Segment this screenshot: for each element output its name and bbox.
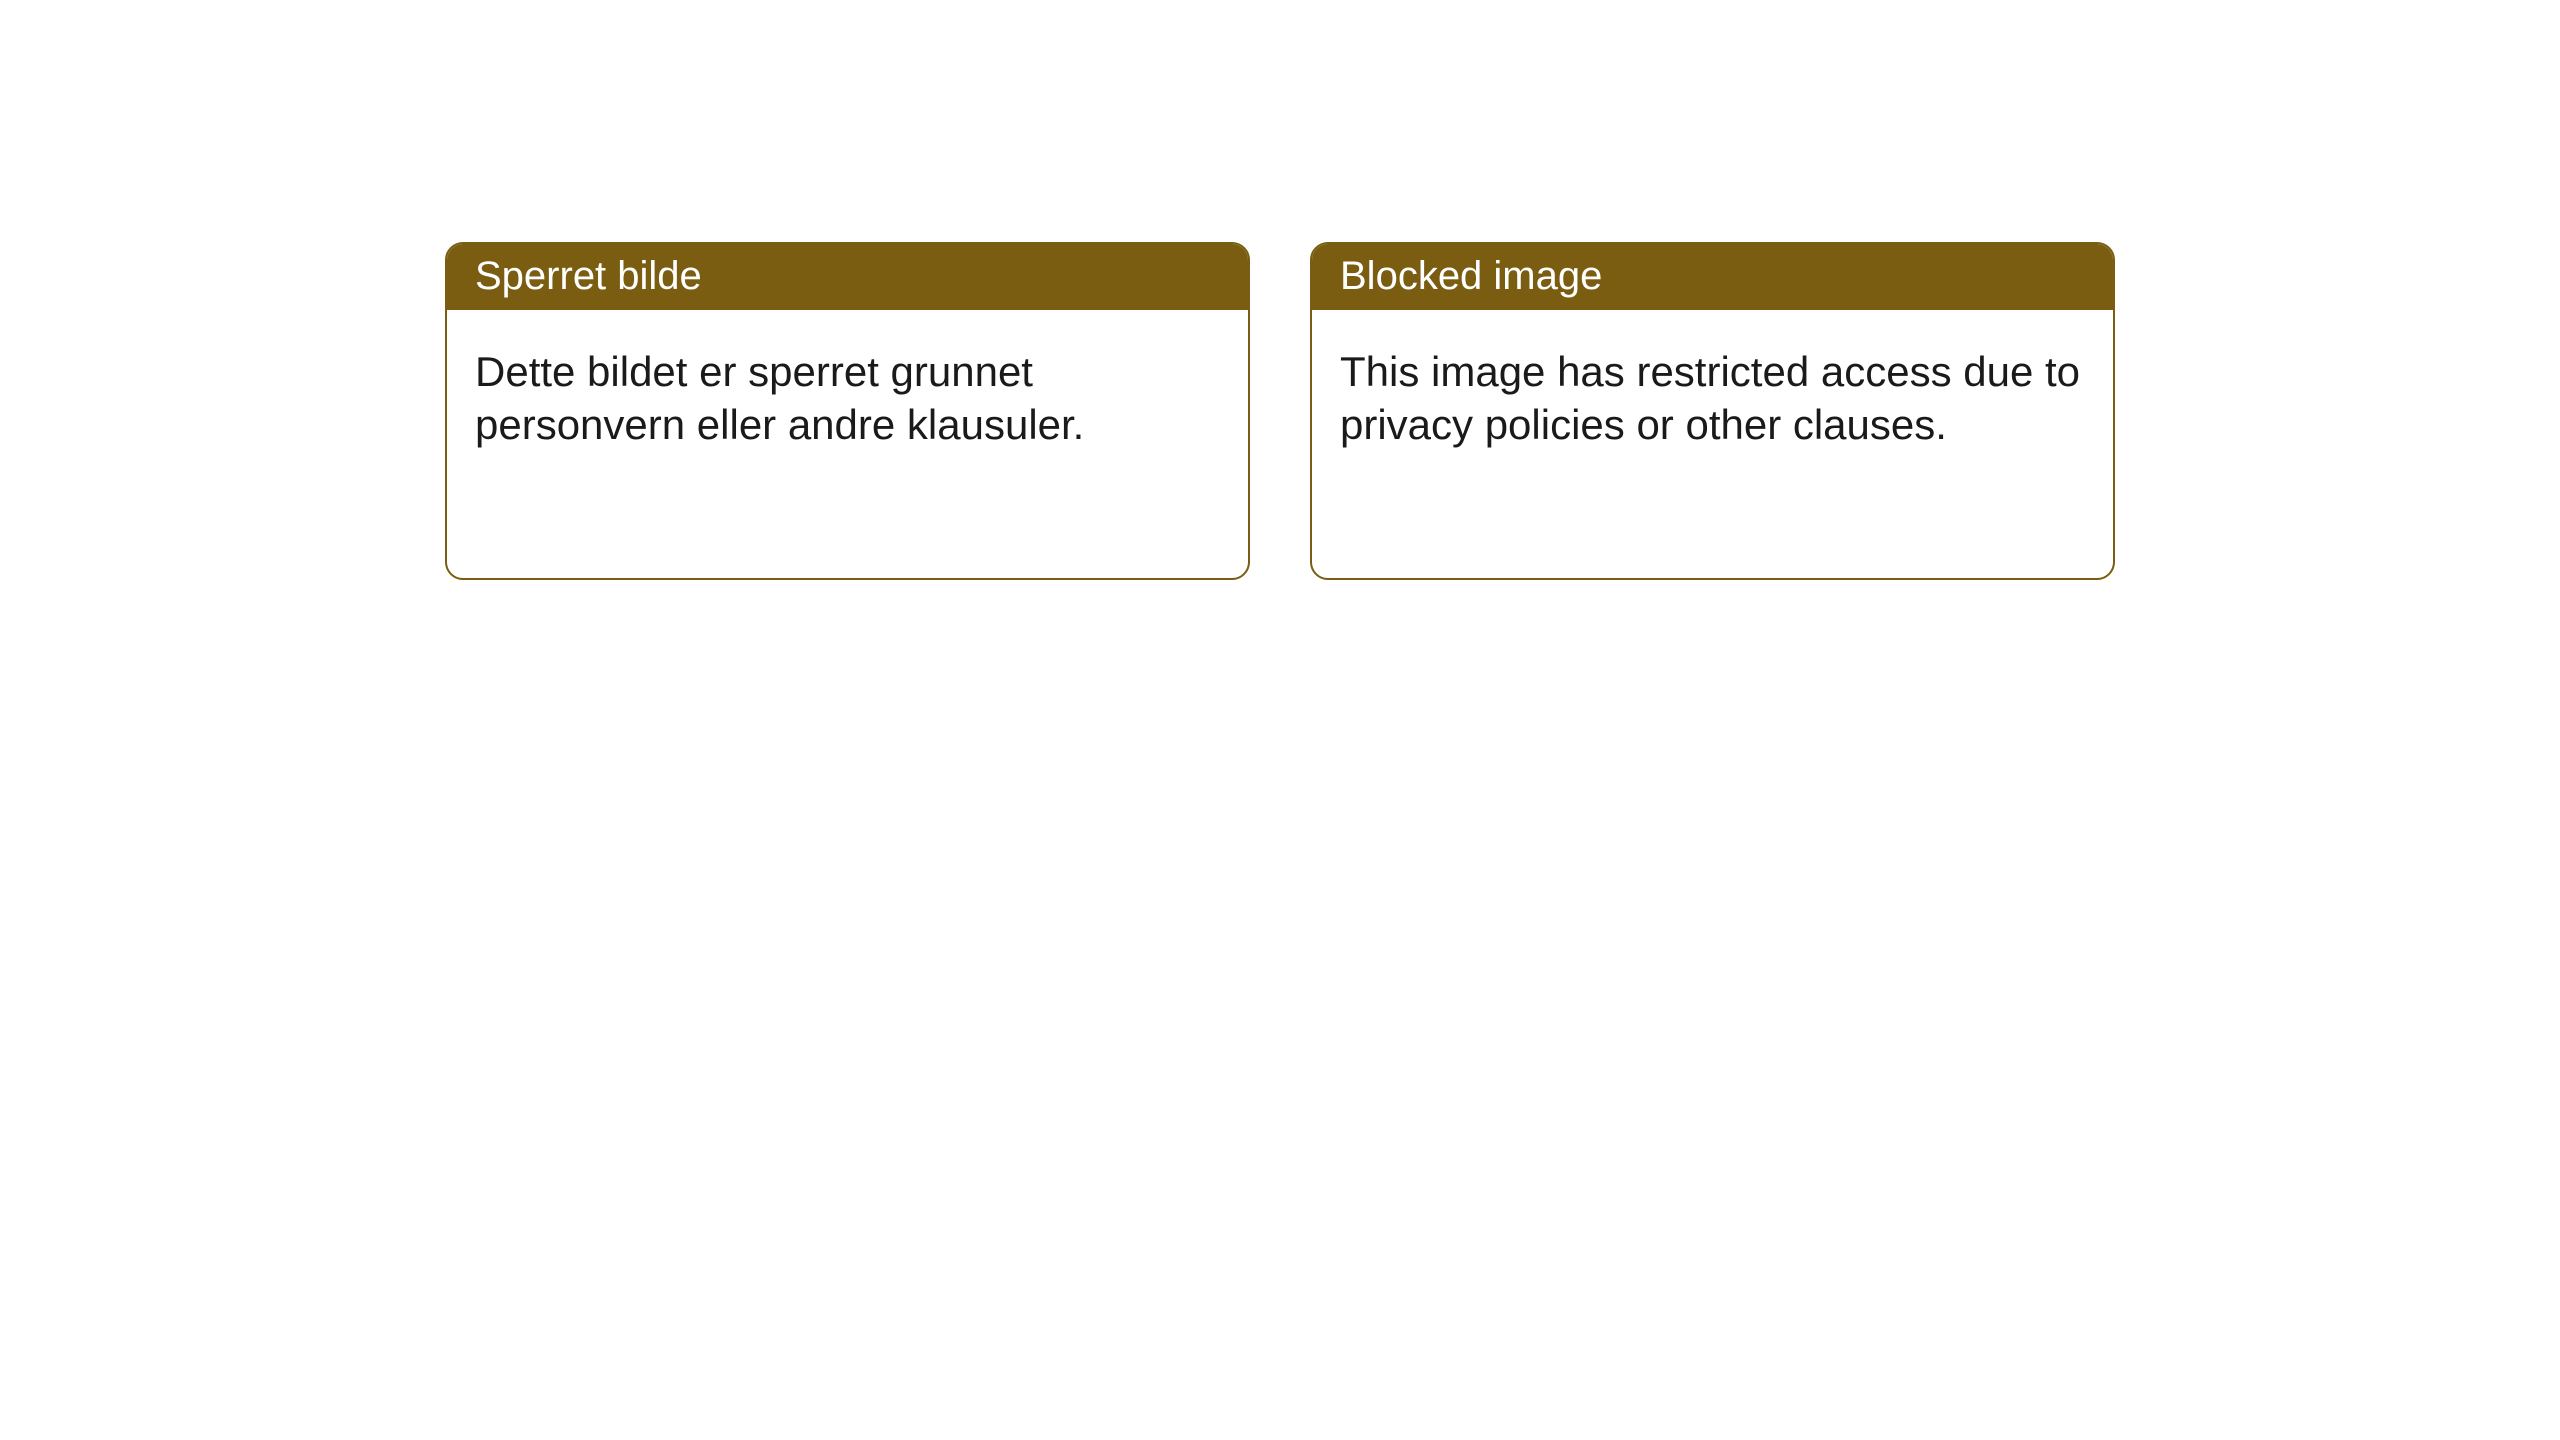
notice-body-norwegian: Dette bildet er sperret grunnet personve… — [447, 310, 1248, 487]
notice-card-english: Blocked image This image has restricted … — [1310, 242, 2115, 580]
notice-body-english: This image has restricted access due to … — [1312, 310, 2113, 487]
notice-title-norwegian: Sperret bilde — [447, 244, 1248, 310]
notice-title-english: Blocked image — [1312, 244, 2113, 310]
notice-card-norwegian: Sperret bilde Dette bildet er sperret gr… — [445, 242, 1250, 580]
notices-container: Sperret bilde Dette bildet er sperret gr… — [0, 0, 2560, 580]
